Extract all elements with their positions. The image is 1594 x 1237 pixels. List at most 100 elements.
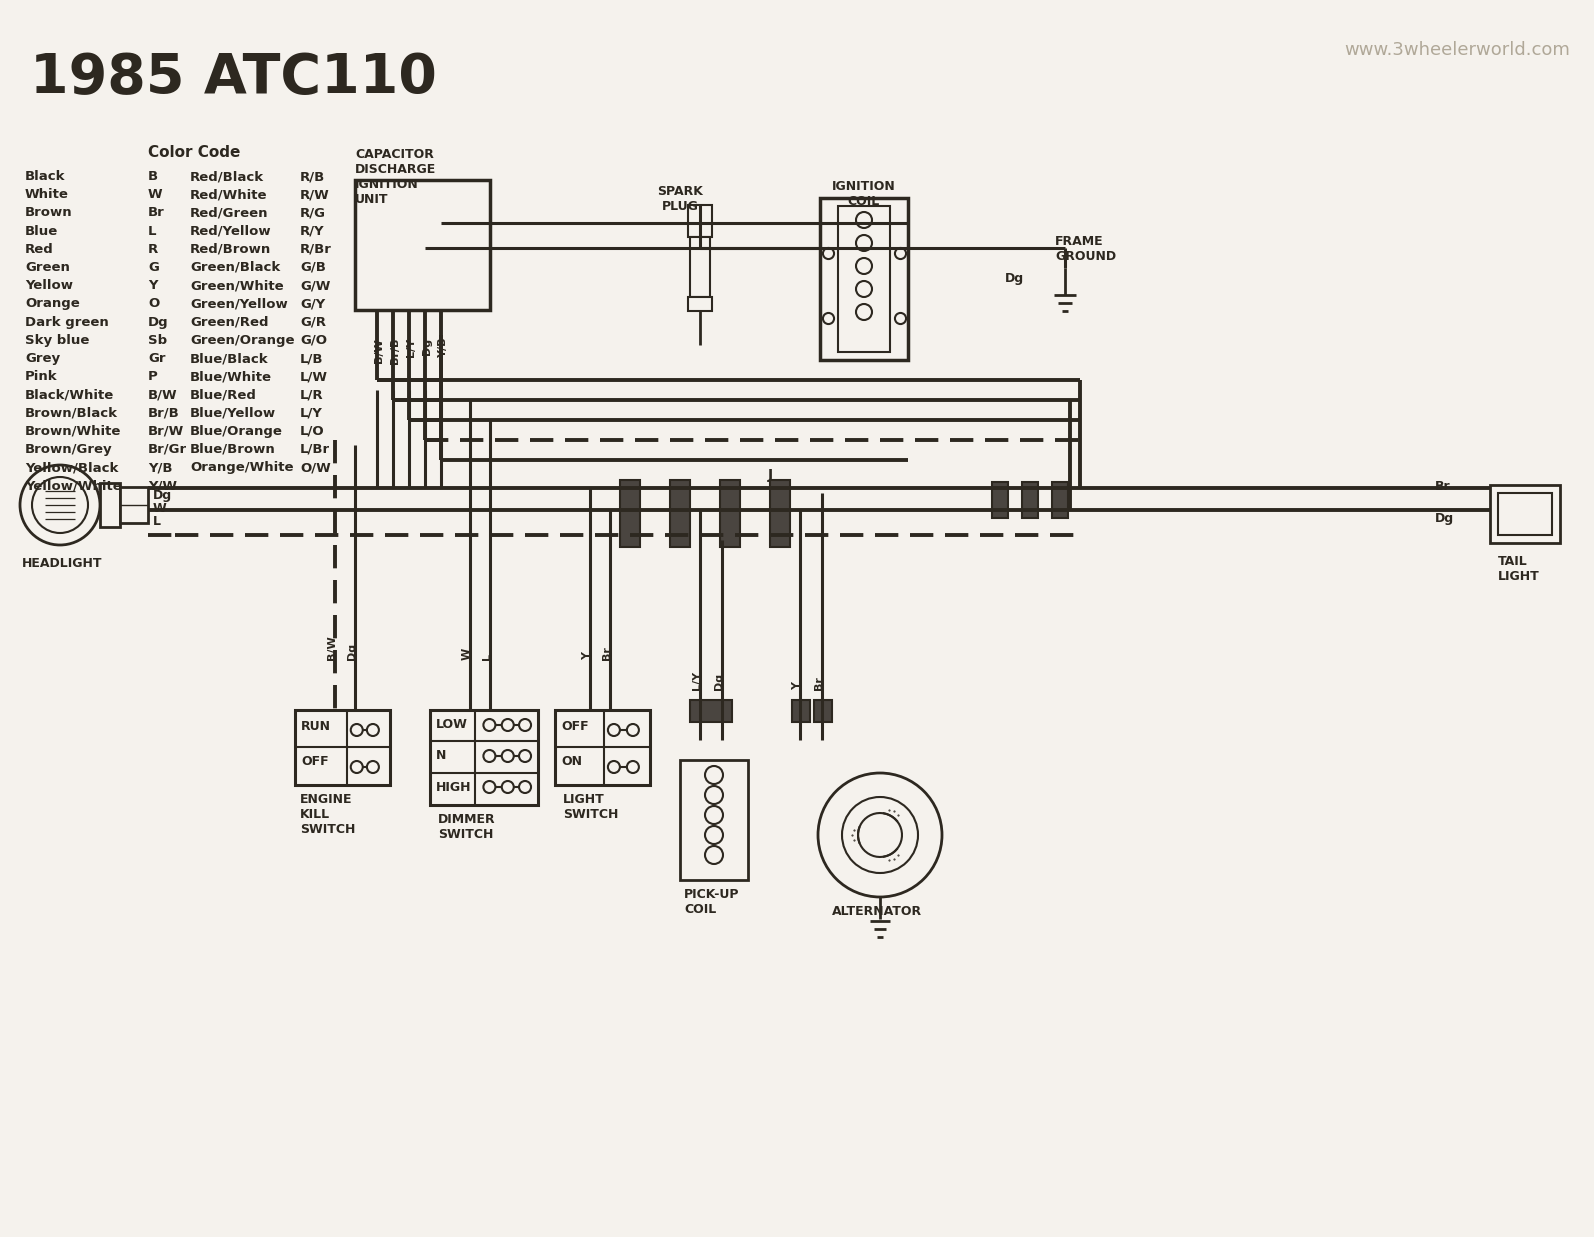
Text: White: White xyxy=(26,188,69,202)
Text: L/Y: L/Y xyxy=(406,338,416,357)
Text: Br/B: Br/B xyxy=(148,407,180,419)
Text: L/Y: L/Y xyxy=(300,407,324,419)
Text: L/Y: L/Y xyxy=(692,670,701,690)
Text: Green/Red: Green/Red xyxy=(190,315,268,329)
Text: O/W: O/W xyxy=(300,461,330,474)
Text: Y: Y xyxy=(148,280,158,292)
Bar xyxy=(838,207,889,353)
Text: L/W: L/W xyxy=(300,370,328,383)
Bar xyxy=(690,700,732,722)
Text: Red/Black: Red/Black xyxy=(190,169,265,183)
Text: Dg: Dg xyxy=(422,338,432,355)
Text: P: P xyxy=(148,370,158,383)
Circle shape xyxy=(705,807,724,824)
Text: Black: Black xyxy=(26,169,65,183)
Text: DIMMER
SWITCH: DIMMER SWITCH xyxy=(438,813,496,841)
Text: N: N xyxy=(437,748,446,762)
Text: B/W: B/W xyxy=(327,636,336,661)
Bar xyxy=(1498,494,1553,534)
Text: L/R: L/R xyxy=(300,388,324,401)
Circle shape xyxy=(520,750,531,762)
Text: Black/White: Black/White xyxy=(26,388,115,401)
Circle shape xyxy=(856,235,872,251)
Circle shape xyxy=(502,719,513,731)
Text: Dg: Dg xyxy=(347,643,357,661)
Text: HIGH: HIGH xyxy=(437,781,472,794)
Text: CAPACITOR
DISCHARGE
IGNITION
UNIT: CAPACITOR DISCHARGE IGNITION UNIT xyxy=(355,148,437,207)
Text: R/G: R/G xyxy=(300,207,327,219)
Circle shape xyxy=(520,781,531,793)
Text: Red/Brown: Red/Brown xyxy=(190,242,271,256)
Text: Sky blue: Sky blue xyxy=(26,334,89,346)
Circle shape xyxy=(502,781,513,793)
Text: J: J xyxy=(767,468,773,482)
Text: Blue/Black: Blue/Black xyxy=(190,353,269,365)
Text: Green/Black: Green/Black xyxy=(190,261,281,275)
Text: Yellow: Yellow xyxy=(26,280,73,292)
Text: Yellow/Black: Yellow/Black xyxy=(26,461,118,474)
Text: Green/Orange: Green/Orange xyxy=(190,334,295,346)
Circle shape xyxy=(705,826,724,844)
Text: Orange/White: Orange/White xyxy=(190,461,293,474)
Text: Br/W: Br/W xyxy=(148,424,185,438)
Bar xyxy=(681,760,748,880)
Text: Blue/Red: Blue/Red xyxy=(190,388,257,401)
Circle shape xyxy=(607,724,620,736)
Text: Red/Yellow: Red/Yellow xyxy=(190,225,271,238)
Circle shape xyxy=(842,797,918,873)
Text: R/B: R/B xyxy=(300,169,325,183)
Text: PICK-UP
COIL: PICK-UP COIL xyxy=(684,888,740,917)
Text: Brown/Grey: Brown/Grey xyxy=(26,443,113,456)
Bar xyxy=(815,700,832,722)
Text: Red: Red xyxy=(26,242,54,256)
Circle shape xyxy=(483,781,496,793)
Text: Blue/Orange: Blue/Orange xyxy=(190,424,282,438)
Text: Y: Y xyxy=(792,682,802,690)
Bar xyxy=(819,198,909,360)
Circle shape xyxy=(626,761,639,773)
Text: G/O: G/O xyxy=(300,334,327,346)
Circle shape xyxy=(351,761,363,773)
Text: Red/Green: Red/Green xyxy=(190,207,268,219)
Text: L: L xyxy=(148,225,156,238)
Bar xyxy=(1490,485,1561,543)
Bar xyxy=(689,297,713,310)
Text: FRAME
GROUND: FRAME GROUND xyxy=(1055,235,1116,263)
Text: Gr: Gr xyxy=(148,353,166,365)
Text: Dg: Dg xyxy=(714,673,724,690)
Text: L: L xyxy=(481,653,493,661)
Bar xyxy=(720,480,740,547)
Text: G/W: G/W xyxy=(300,280,330,292)
Text: Blue: Blue xyxy=(26,225,59,238)
Text: SPARK
PLUG: SPARK PLUG xyxy=(657,186,703,213)
Text: W: W xyxy=(462,648,472,661)
Text: G/B: G/B xyxy=(300,261,325,275)
Text: LIGHT
SWITCH: LIGHT SWITCH xyxy=(563,793,618,821)
Bar xyxy=(770,480,791,547)
Text: R/Y: R/Y xyxy=(300,225,325,238)
Circle shape xyxy=(705,785,724,804)
Bar xyxy=(120,487,148,523)
Text: Brown/White: Brown/White xyxy=(26,424,121,438)
Circle shape xyxy=(21,465,100,546)
Circle shape xyxy=(856,212,872,228)
Text: Y/B: Y/B xyxy=(438,338,448,359)
Bar xyxy=(620,480,641,547)
Text: L/B: L/B xyxy=(300,353,324,365)
Circle shape xyxy=(483,719,496,731)
Text: Grey: Grey xyxy=(26,353,61,365)
Text: Br/Gr: Br/Gr xyxy=(148,443,186,456)
Text: Green: Green xyxy=(26,261,70,275)
Text: Blue/White: Blue/White xyxy=(190,370,273,383)
Circle shape xyxy=(626,724,639,736)
Text: Br: Br xyxy=(148,207,164,219)
Text: Green/Yellow: Green/Yellow xyxy=(190,297,289,310)
Circle shape xyxy=(483,750,496,762)
Text: HEADLIGHT: HEADLIGHT xyxy=(22,557,102,570)
Text: OFF: OFF xyxy=(561,720,588,734)
Circle shape xyxy=(502,750,513,762)
Text: Dg: Dg xyxy=(153,489,172,502)
Text: Orange: Orange xyxy=(26,297,80,310)
Bar xyxy=(991,482,1007,518)
Text: R/W: R/W xyxy=(300,188,330,202)
